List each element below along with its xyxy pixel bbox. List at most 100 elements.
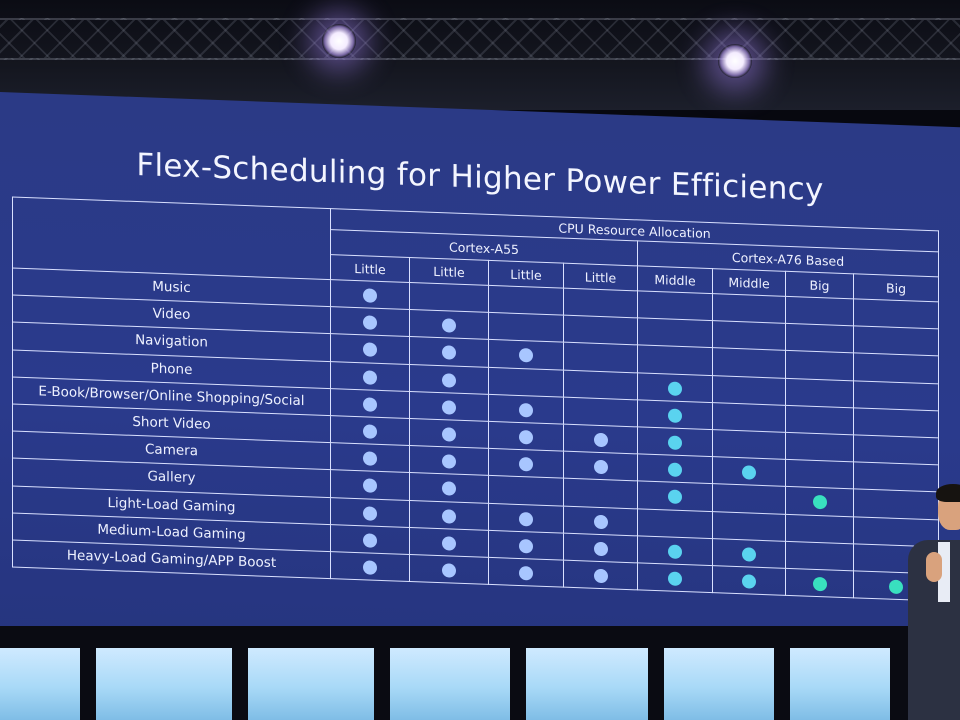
allocation-cell bbox=[785, 432, 854, 462]
allocation-cell bbox=[712, 456, 786, 487]
allocation-cell bbox=[409, 391, 489, 422]
allocation-cell bbox=[488, 394, 564, 425]
core-active-dot bbox=[668, 571, 682, 586]
core-header: Little bbox=[563, 263, 638, 291]
allocation-cell bbox=[563, 424, 638, 455]
allocation-cell bbox=[637, 426, 713, 457]
allocation-cell bbox=[488, 339, 564, 370]
allocation-cell bbox=[409, 336, 489, 367]
core-active-dot bbox=[442, 481, 456, 497]
allocation-cell bbox=[637, 508, 713, 539]
stage-led-panel bbox=[390, 648, 510, 720]
allocation-cell bbox=[853, 353, 939, 384]
presenter bbox=[904, 484, 960, 720]
allocation-cell bbox=[853, 325, 939, 357]
stage-ceiling bbox=[0, 0, 960, 110]
core-header: Middle bbox=[637, 265, 713, 294]
allocation-cell bbox=[563, 478, 638, 509]
allocation-cell bbox=[637, 481, 713, 512]
core-active-dot bbox=[742, 574, 756, 589]
allocation-cell bbox=[853, 298, 939, 330]
allocation-cell bbox=[712, 348, 786, 378]
core-active-dot bbox=[442, 318, 456, 334]
allocation-cell bbox=[785, 350, 854, 381]
allocation-cell bbox=[409, 418, 489, 449]
core-active-dot bbox=[742, 546, 756, 562]
core-active-dot bbox=[519, 430, 533, 445]
allocation-cell bbox=[488, 285, 564, 316]
core-active-dot bbox=[593, 541, 608, 557]
presenter-hand bbox=[926, 552, 942, 582]
allocation-cell bbox=[409, 472, 489, 503]
core-active-dot bbox=[668, 462, 682, 478]
allocation-cell bbox=[853, 407, 939, 438]
allocation-cell bbox=[488, 366, 564, 397]
allocation-cell bbox=[409, 309, 489, 340]
core-active-dot bbox=[812, 495, 827, 510]
allocation-cell bbox=[409, 527, 489, 558]
allocation-cell bbox=[330, 361, 410, 392]
allocation-cell bbox=[637, 562, 713, 593]
allocation-cell bbox=[563, 396, 638, 427]
allocation-cell bbox=[712, 320, 786, 351]
core-active-dot bbox=[668, 489, 682, 505]
allocation-cell bbox=[563, 505, 638, 536]
core-header: Little bbox=[330, 254, 410, 283]
core-active-dot bbox=[668, 435, 682, 451]
core-active-dot bbox=[442, 427, 456, 442]
core-active-dot bbox=[363, 288, 377, 303]
allocation-cell bbox=[712, 375, 786, 406]
core-active-dot bbox=[889, 579, 904, 595]
core-active-dot bbox=[442, 345, 456, 361]
allocation-cell bbox=[637, 372, 713, 403]
stage-led-panel bbox=[0, 648, 80, 720]
allocation-cell bbox=[712, 402, 786, 433]
allocation-cell bbox=[785, 513, 854, 544]
core-active-dot bbox=[363, 369, 377, 385]
core-active-dot bbox=[363, 424, 377, 439]
core-active-dot bbox=[593, 514, 608, 529]
core-active-dot bbox=[442, 372, 456, 388]
allocation-cell bbox=[330, 524, 410, 555]
stage-led-panel bbox=[526, 648, 648, 720]
allocation-cell bbox=[563, 451, 638, 482]
allocation-cell bbox=[785, 377, 854, 408]
core-active-dot bbox=[363, 342, 377, 358]
allocation-cell bbox=[712, 511, 786, 541]
allocation-cell bbox=[488, 530, 564, 561]
core-active-dot bbox=[593, 568, 608, 584]
allocation-cell bbox=[563, 369, 638, 400]
allocation-cell bbox=[563, 288, 638, 319]
spotlight-left bbox=[322, 24, 356, 58]
stage-led-panel bbox=[790, 648, 890, 720]
allocation-cell bbox=[563, 315, 638, 346]
allocation-cell bbox=[785, 568, 854, 598]
allocation-cell bbox=[330, 279, 410, 310]
allocation-cell bbox=[637, 318, 713, 349]
allocation-cell bbox=[488, 448, 564, 479]
core-active-dot bbox=[593, 459, 608, 475]
core-active-dot bbox=[668, 544, 682, 559]
allocation-cell bbox=[563, 560, 638, 590]
cpu-allocation-table: CPU Resource Allocation Cortex-A55 Cortex… bbox=[12, 196, 939, 601]
allocation-cell bbox=[488, 502, 564, 533]
allocation-cell bbox=[330, 333, 410, 365]
allocation-cell bbox=[785, 486, 854, 517]
allocation-cell bbox=[488, 312, 564, 343]
spotlight-right bbox=[718, 44, 752, 78]
core-active-dot bbox=[519, 538, 533, 554]
allocation-cell bbox=[330, 306, 410, 337]
stage-led-panel bbox=[248, 648, 374, 720]
allocation-cell bbox=[712, 483, 786, 514]
core-active-dot bbox=[363, 560, 377, 575]
core-header: Big bbox=[785, 271, 854, 299]
allocation-cell bbox=[712, 293, 786, 324]
core-active-dot bbox=[442, 535, 456, 551]
core-active-dot bbox=[668, 408, 682, 423]
core-active-dot bbox=[519, 565, 533, 581]
allocation-cell bbox=[488, 421, 564, 452]
allocation-cell bbox=[409, 554, 489, 585]
allocation-cell bbox=[330, 415, 410, 446]
core-active-dot bbox=[668, 381, 682, 396]
allocation-cell bbox=[637, 399, 713, 430]
